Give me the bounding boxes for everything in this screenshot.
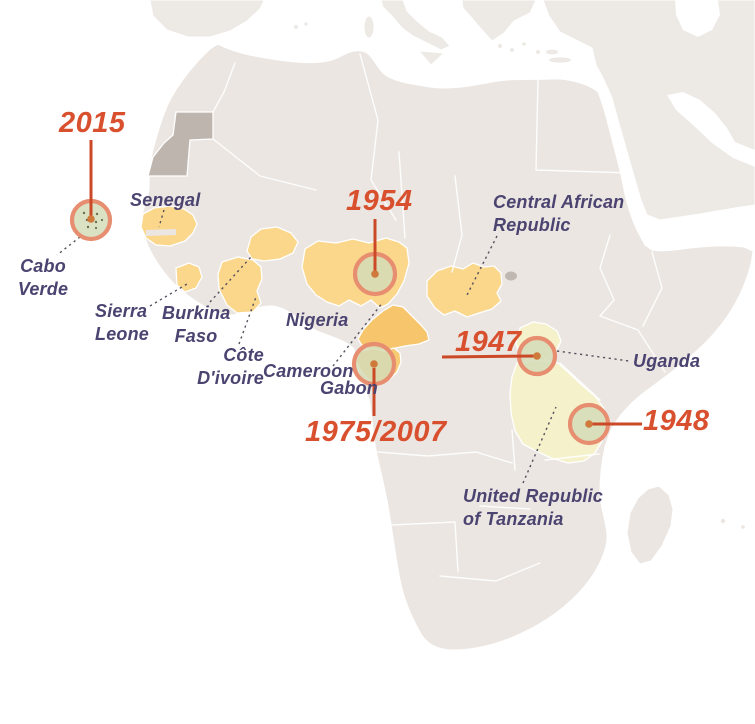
country-senegal <box>140 205 198 247</box>
landmass-iberia <box>149 0 265 38</box>
country-cote-divoire <box>217 256 263 314</box>
label-senegal: Senegal <box>130 190 201 210</box>
year-label-2015: 2015 <box>59 107 126 139</box>
country-burkina-faso <box>246 226 299 262</box>
year-label-1948: 1948 <box>643 405 710 437</box>
label-nigeria: Nigeria <box>286 310 349 330</box>
country-sierra-leone <box>175 262 203 293</box>
label-tanzania: United Republic of Tanzania <box>463 486 604 530</box>
landmass-middle-east <box>542 0 755 221</box>
landmass-sicily <box>418 50 445 66</box>
connector-cabo-verde <box>56 236 81 256</box>
marker-dot-1948 <box>585 420 593 428</box>
greek-islands <box>294 22 571 63</box>
year-label-1947: 1947 <box>455 326 522 358</box>
marker-dots <box>87 215 593 428</box>
marker-dot-2015 <box>87 215 95 223</box>
landmass-africa <box>141 43 754 651</box>
label-gabon: Gabon <box>320 378 378 398</box>
label-sierra-leone: Sierra Leone <box>95 301 150 345</box>
year-leader-lines <box>89 140 642 426</box>
country-cameroon <box>357 304 430 352</box>
country-central-african-republic <box>426 262 503 318</box>
year-label-1954: 1954 <box>346 185 413 217</box>
marker-dot-1954 <box>371 270 379 278</box>
connector-cameroon <box>332 301 384 367</box>
connector-cote-divoire <box>238 296 257 345</box>
label-connectors <box>56 209 630 484</box>
sea-persian-gulf <box>667 92 755 167</box>
landmass-sardinia <box>363 15 375 39</box>
label-cote-divoire: Côte D'ivoire <box>197 345 264 389</box>
connector-sierra-leone <box>149 283 188 307</box>
leader-1947 <box>441 354 538 359</box>
connector-uganda <box>556 350 630 362</box>
region-gambia-strip <box>146 229 176 236</box>
connector-tanzania <box>522 406 557 484</box>
label-central-african-republic: Central African Republic <box>493 192 625 236</box>
landmass-italy <box>380 0 451 51</box>
connector-burkina-faso <box>209 256 252 303</box>
small-gray-region <box>505 271 517 281</box>
label-cameroon: Cameroon <box>263 361 354 381</box>
label-cabo-verde: Cabo Verde <box>17 256 69 300</box>
landmass-madagascar <box>626 485 674 565</box>
landmass-balkans-greece <box>461 0 537 42</box>
label-burkina-faso: Burkina Faso <box>162 303 231 347</box>
marker-dot-1975-2007 <box>370 360 378 368</box>
region-western-sahara <box>147 111 214 177</box>
year-label-1975-2007: 1975/2007 <box>305 416 447 448</box>
label-uganda: Uganda <box>633 351 701 371</box>
marker-dot-1947 <box>533 352 541 360</box>
indian-ocean-islets <box>720 518 745 529</box>
country-borders <box>212 53 666 582</box>
sea-caspian <box>675 0 720 37</box>
